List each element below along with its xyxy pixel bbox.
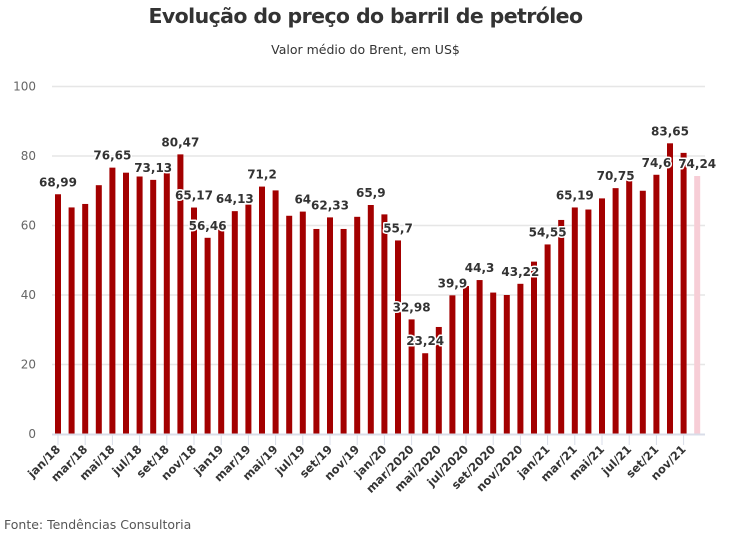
data-label: 62,33: [311, 198, 349, 212]
bar-jul-21: [626, 178, 633, 434]
bar-out-18: [177, 154, 184, 434]
data-label: 71,2: [247, 168, 277, 182]
bar-jun-20: [449, 295, 456, 434]
chart-title: Evolução do preço do barril de petróleo: [148, 4, 584, 28]
x-axis: jan/18mar/18mai/18jul/18set/18nov/18jan1…: [24, 433, 705, 496]
bar-fev-19: [231, 211, 238, 434]
bar-jan-18: [55, 194, 61, 434]
data-label: 56,46: [189, 219, 227, 233]
y-tick-label: 100: [13, 80, 36, 94]
bar-dez-19: [367, 204, 374, 434]
bar-jun-18: [123, 172, 129, 434]
bar-mar-19: [245, 204, 252, 434]
data-label: 68,99: [39, 175, 77, 189]
chart-subtitle: Valor médio do Brent, em US$: [271, 42, 460, 57]
bar-abr-19: [259, 186, 265, 434]
data-label: 55,7: [383, 221, 413, 235]
bar-abr-20: [422, 353, 429, 434]
bar-fev-20: [395, 240, 401, 434]
data-label: 44,3: [465, 261, 495, 275]
bar-mai-18: [109, 167, 116, 435]
bar-dez-20: [531, 261, 537, 434]
bar-ago-20: [476, 280, 483, 434]
bar-mar-20: [408, 319, 415, 434]
bar-dez-21: [694, 176, 701, 435]
bar-jul-20: [463, 285, 469, 434]
bar-ago-21: [639, 190, 646, 434]
data-label: 76,65: [93, 149, 131, 163]
bar-set-19: [327, 217, 333, 434]
source-note: Fonte: Tendências Consultoria: [4, 517, 192, 532]
y-tick-label: 20: [21, 358, 36, 372]
bar-jan-20: [381, 214, 388, 434]
bar-fev-18: [68, 207, 75, 434]
bars: [55, 143, 701, 435]
data-label: 23,24: [406, 334, 444, 348]
y-tick-label: 40: [21, 288, 36, 302]
y-tick-label: 0: [28, 427, 36, 441]
bar-mai-20: [435, 326, 442, 434]
data-label: 64,13: [216, 192, 254, 206]
bar-nov-19: [354, 216, 361, 434]
data-label: 74,24: [678, 157, 716, 171]
bar-jun-19: [286, 215, 293, 434]
bar-ago-18: [150, 179, 157, 434]
bar-out-20: [503, 295, 510, 434]
data-label: 80,47: [161, 135, 199, 149]
bar-abr-21: [585, 209, 592, 434]
data-label: 43,22: [501, 265, 539, 279]
y-tick-label: 60: [21, 219, 36, 233]
gridlines: [52, 85, 705, 366]
bar-set-21: [653, 174, 660, 434]
data-label: 64: [294, 193, 311, 207]
bar-nov-20: [517, 283, 524, 434]
y-axis: 0 20 40 60 80 100: [13, 80, 36, 442]
bar-abr-18: [95, 185, 102, 434]
bar-jan-19: [218, 228, 225, 434]
bar-out-19: [340, 228, 347, 434]
data-label: 65,17: [175, 189, 213, 203]
bar-set-18: [163, 171, 170, 435]
data-label: 83,65: [651, 124, 689, 138]
bar-fev-21: [558, 219, 565, 434]
bar-mai-21: [599, 198, 605, 434]
data-label: 65,19: [556, 188, 594, 202]
bar-jul-18: [136, 176, 143, 434]
data-label: 54,55: [529, 225, 567, 239]
data-label: 70,75: [597, 169, 635, 183]
bar-out-21: [667, 143, 673, 434]
bar-jul-19: [299, 211, 306, 434]
bar-set-20: [490, 292, 497, 434]
bar-mar-21: [571, 207, 578, 434]
bar-dez-18: [204, 237, 211, 434]
bar-jun-21: [612, 188, 619, 434]
bar-jan-21: [544, 244, 551, 434]
bar-nov-21: [680, 152, 687, 434]
data-label: 39,9: [438, 276, 468, 290]
y-tick-label: 80: [21, 149, 36, 163]
data-label: 74,6: [642, 156, 672, 170]
bar-mai-19: [272, 190, 279, 434]
data-label: 65,9: [356, 186, 386, 200]
data-label: 73,13: [134, 161, 172, 175]
data-label: 32,98: [393, 300, 431, 314]
bar-nov-18: [191, 207, 197, 434]
bar-ago-19: [313, 228, 320, 434]
bar-mar-18: [82, 203, 89, 434]
